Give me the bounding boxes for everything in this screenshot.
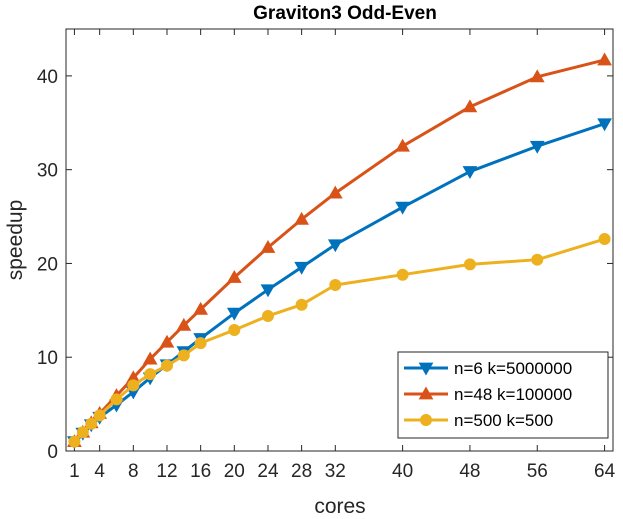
data-point: [329, 279, 342, 292]
data-point: [127, 379, 140, 392]
data-point: [529, 140, 545, 154]
data-point: [110, 393, 123, 406]
data-point: [529, 69, 545, 83]
data-point: [142, 351, 158, 365]
legend-entry: n=6 k=5000000: [404, 359, 572, 378]
x-tick-label: 1: [69, 461, 80, 482]
legend-label: n=6 k=5000000: [454, 359, 572, 378]
x-tick-label: 48: [459, 461, 480, 482]
legend-marker: [420, 414, 432, 426]
data-point: [463, 258, 476, 271]
data-point: [176, 317, 192, 331]
data-point: [294, 211, 309, 225]
legend-marker: [418, 362, 434, 376]
y-axis: 0 10 20 30 40: [37, 67, 613, 463]
data-point: [260, 239, 276, 253]
data-point: [93, 409, 106, 422]
y-tick-label: 0: [47, 442, 58, 463]
data-point: [194, 337, 207, 350]
data-point: [396, 268, 409, 281]
x-tick-label: 12: [156, 461, 177, 482]
data-point: [327, 239, 343, 253]
series-3: [68, 233, 611, 448]
data-point: [193, 301, 209, 315]
data-point: [159, 334, 175, 348]
x-tick-label: 28: [291, 461, 312, 482]
data-point: [85, 417, 98, 430]
data-point: [462, 99, 478, 113]
data-point: [597, 118, 612, 132]
data-point: [598, 233, 611, 246]
data-point: [68, 435, 81, 448]
data-point: [260, 284, 276, 298]
x-tick-label: 16: [190, 461, 211, 482]
data-point: [395, 138, 410, 152]
x-tick-label: 24: [257, 461, 279, 482]
data-point: [160, 359, 173, 372]
x-tick-label: 4: [94, 461, 105, 482]
chart-title: Graviton3 Odd-Even: [253, 3, 437, 24]
data-point: [327, 185, 343, 199]
x-axis: 1 4 8 12 16 20 24 28 32 40 48 56 64: [69, 29, 616, 482]
legend-box: [397, 351, 609, 439]
data-point: [295, 298, 308, 311]
y-tick-label: 40: [37, 67, 58, 88]
data-point: [228, 324, 241, 337]
y-axis-label: speedup: [4, 200, 27, 281]
data-point: [395, 201, 410, 215]
x-axis-label: cores: [314, 495, 365, 518]
data-point: [226, 270, 242, 283]
legend-marker: [418, 386, 434, 400]
y-tick-label: 20: [37, 254, 58, 275]
data-point: [294, 261, 309, 275]
data-point: [597, 52, 612, 66]
x-tick-label: 64: [594, 461, 616, 482]
x-tick-label: 56: [527, 461, 548, 482]
data-point: [177, 349, 190, 362]
data-point: [531, 253, 544, 266]
x-tick-label: 8: [128, 461, 139, 482]
legend-entry: n=500 k=500: [404, 411, 553, 430]
series-layer: [67, 52, 612, 450]
data-point: [261, 309, 274, 322]
x-tick-label: 20: [224, 461, 245, 482]
x-tick-label: 40: [392, 461, 413, 482]
legend-label: n=500 k=500: [454, 411, 553, 430]
legend: n=6 k=5000000 n=48 k=100000 n=500 k=500: [397, 351, 609, 439]
data-point: [462, 166, 478, 180]
y-tick-label: 10: [37, 348, 58, 369]
data-point: [144, 368, 157, 381]
legend-label: n=48 k=100000: [454, 385, 572, 404]
x-tick-label: 32: [325, 461, 346, 482]
data-point: [76, 426, 89, 439]
y-tick-label: 30: [37, 161, 58, 182]
legend-entry: n=48 k=100000: [404, 385, 572, 404]
data-point: [226, 307, 242, 321]
